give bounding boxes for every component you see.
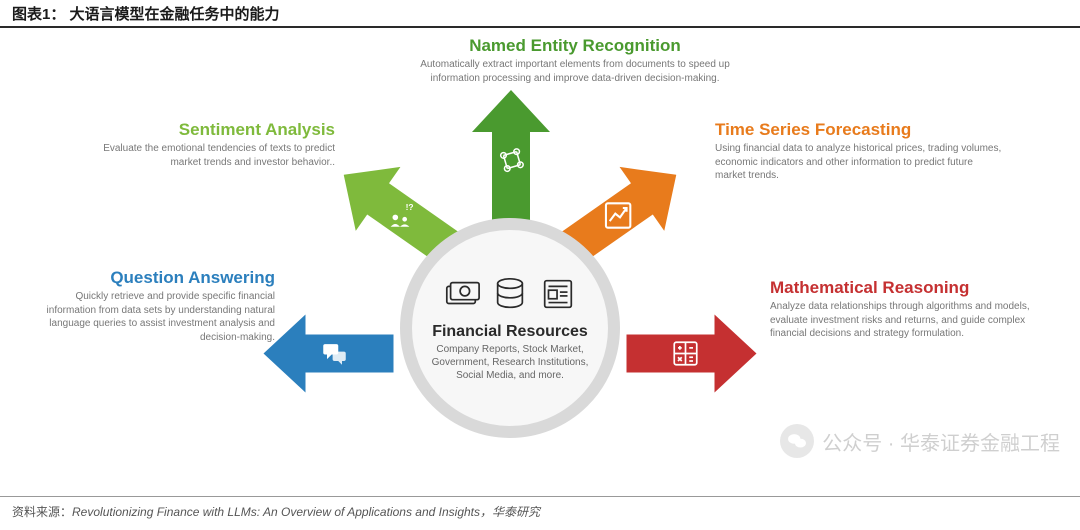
trend-chart-icon [603,201,633,231]
qa-desc: Quickly retrieve and provide specific fi… [25,290,275,344]
sentiment-title: Sentiment Analysis [75,120,335,140]
chat-bubbles-icon [320,339,350,369]
ner-desc: Automatically extract important elements… [395,58,755,85]
tsf-desc: Using financial data to analyze historic… [715,142,1005,183]
math-desc: Analyze data relationships through algor… [770,300,1050,341]
figure-title: 图表1： 大语言模型在金融任务中的能力 [12,3,280,24]
sentiment-desc: Evaluate the emotional tendencies of tex… [75,142,335,169]
ner-arrow [472,90,550,225]
center-label: Financial Resources [432,323,588,341]
source-label: 资料来源： [12,505,72,519]
qa-text: Question Answering Quickly retrieve and … [25,268,275,344]
diagram: Named Entity Recognition Automatically e… [0,28,1080,488]
qa-arrow [264,315,399,393]
source-text: Revolutionizing Finance with LLMs: An Ov… [72,505,540,519]
wechat-icon [780,424,814,458]
watermark-text: 公众号 · 华泰证券金融工程 [822,427,1060,456]
math-text: Mathematical Reasoning Analyze data rela… [770,278,1050,341]
database-icon [491,275,529,313]
people-question-icon: !? [387,201,417,231]
ner-text: Named Entity Recognition Automatically e… [395,36,755,85]
svg-text:!?: !? [406,202,414,212]
math-arrow [622,315,757,393]
network-icon [496,146,526,176]
ner-title: Named Entity Recognition [395,36,755,56]
center-desc: Company Reports, Stock Market, Governmen… [430,343,590,382]
math-title: Mathematical Reasoning [770,278,1050,298]
figure-header: 图表1： 大语言模型在金融任务中的能力 [0,0,1080,28]
figure-footer: 资料来源：Revolutionizing Finance with LLMs: … [0,496,1080,526]
calculator-icon [671,339,701,369]
tsf-title: Time Series Forecasting [715,120,1005,140]
sentiment-text: Sentiment Analysis Evaluate the emotiona… [75,120,335,169]
news-icon [539,275,577,313]
watermark: 公众号 · 华泰证券金融工程 [780,424,1060,458]
center-icons [443,275,577,313]
tsf-text: Time Series Forecasting Using financial … [715,120,1005,183]
money-icon [443,275,481,313]
qa-title: Question Answering [25,268,275,288]
center-hub: Financial Resources Company Reports, Sto… [400,218,620,438]
